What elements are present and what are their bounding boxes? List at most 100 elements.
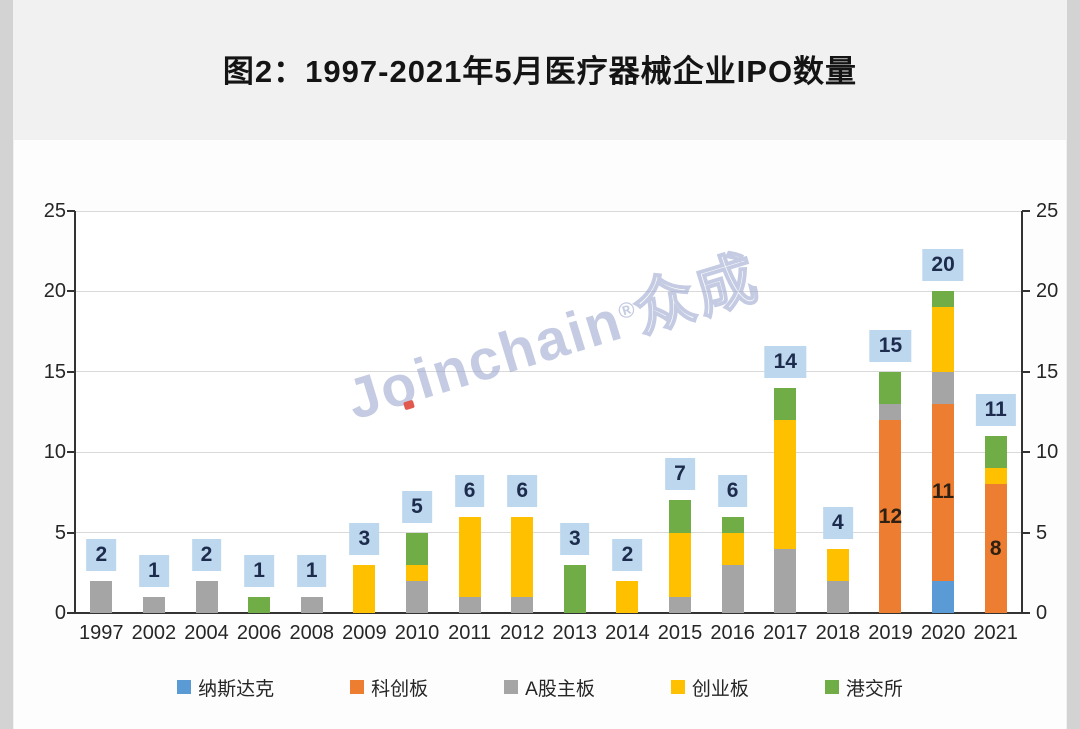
x-axis bbox=[74, 612, 1023, 614]
total-label-2010: 5 bbox=[402, 490, 432, 523]
x-axis-label-2010: 2010 bbox=[394, 622, 440, 644]
bar-2004-A股主板 bbox=[195, 580, 218, 613]
total-label-2004: 2 bbox=[191, 538, 222, 571]
bar-2010-港交所 bbox=[405, 532, 428, 565]
x-axis-label-2009: 2009 bbox=[342, 622, 387, 644]
bar-2021-创业板 bbox=[984, 468, 1007, 485]
y-axis-label-left-5: 5 bbox=[54, 521, 66, 544]
bar-2019-港交所 bbox=[879, 371, 902, 404]
x-axis-label-2019: 2019 bbox=[868, 622, 913, 644]
bar-2010-A股主板 bbox=[405, 580, 428, 613]
total-label-2021: 11 bbox=[975, 394, 1016, 427]
bar-2017-创业板 bbox=[774, 420, 797, 549]
legend-item-港交所: 港交所 bbox=[824, 674, 903, 701]
x-axis-label-2006: 2006 bbox=[236, 622, 282, 644]
bar-2021-港交所 bbox=[984, 436, 1007, 469]
y-tick-left-20 bbox=[67, 290, 75, 293]
total-label-2002: 1 bbox=[139, 554, 169, 587]
legend-item-纳斯达克: 纳斯达克 bbox=[177, 674, 274, 701]
gridline-10 bbox=[75, 451, 1022, 453]
total-label-2018: 4 bbox=[823, 506, 853, 539]
y-tick-left-10 bbox=[67, 451, 75, 454]
x-axis-label-2020: 2020 bbox=[920, 622, 966, 644]
gridline-25 bbox=[75, 210, 1022, 212]
legend-label: 创业板 bbox=[691, 678, 749, 700]
y-tick-right-5 bbox=[1022, 531, 1030, 534]
y-axis-right bbox=[1021, 211, 1023, 614]
bar-2017-港交所 bbox=[774, 387, 797, 421]
y-tick-right-25 bbox=[1022, 210, 1030, 212]
bar-2019-科创板 bbox=[879, 420, 902, 613]
bar-2012-创业板 bbox=[511, 516, 534, 597]
bar-2015-港交所 bbox=[669, 500, 692, 533]
bar-2008-A股主板 bbox=[300, 596, 323, 613]
total-label-2016: 6 bbox=[717, 474, 748, 507]
legend-label: 港交所 bbox=[845, 678, 903, 700]
total-label-2017: 14 bbox=[764, 345, 806, 378]
x-axis-label-2011: 2011 bbox=[448, 622, 492, 644]
y-tick-left-15 bbox=[67, 370, 75, 373]
figure-title: 图2：1997-2021年5月医疗器械企业IPO数量 bbox=[222, 54, 858, 89]
bar-2006-港交所 bbox=[248, 596, 271, 613]
x-axis-label-2013: 2013 bbox=[552, 622, 598, 644]
right-margin-strip bbox=[1067, 0, 1080, 729]
x-axis-label-2017: 2017 bbox=[763, 622, 808, 644]
x-axis-label-2012: 2012 bbox=[499, 622, 545, 644]
bar-2019-A股主板 bbox=[879, 403, 902, 421]
bar-2015-创业板 bbox=[669, 532, 692, 597]
bar-2018-创业板 bbox=[826, 548, 849, 581]
y-axis-label-left-25: 25 bbox=[43, 200, 66, 222]
total-label-2015: 7 bbox=[665, 458, 695, 491]
gridline-15 bbox=[75, 371, 1022, 373]
x-axis-label-2021: 2021 bbox=[973, 622, 1018, 644]
y-axis-label-right-25: 25 bbox=[1036, 200, 1059, 222]
bar-2020-科创板 bbox=[932, 403, 955, 581]
x-axis-label-2008: 2008 bbox=[289, 622, 335, 644]
legend-swatch-icon bbox=[350, 680, 365, 694]
x-axis-label-2016: 2016 bbox=[710, 622, 755, 644]
bar-2012-A股主板 bbox=[511, 596, 534, 613]
gridline-5 bbox=[75, 532, 1022, 534]
y-tick-right-20 bbox=[1022, 290, 1030, 293]
bar-1997-A股主板 bbox=[90, 580, 113, 613]
bar-2013-港交所 bbox=[563, 564, 586, 613]
bar-2016-港交所 bbox=[721, 516, 744, 533]
y-axis-label-right-5: 5 bbox=[1036, 521, 1048, 544]
bar-2015-A股主板 bbox=[669, 596, 692, 613]
x-axis-label-2015: 2015 bbox=[657, 622, 703, 644]
total-label-1997: 2 bbox=[86, 538, 117, 571]
legend-swatch-icon bbox=[824, 680, 839, 694]
y-tick-left-0 bbox=[67, 612, 75, 614]
legend-item-A股主板: A股主板 bbox=[504, 674, 595, 701]
bar-2009-创业板 bbox=[353, 564, 376, 613]
gridline-20 bbox=[75, 290, 1022, 292]
legend-label: 纳斯达克 bbox=[198, 678, 275, 700]
bar-2020-港交所 bbox=[932, 291, 955, 308]
bar-2018-A股主板 bbox=[826, 580, 849, 613]
y-tick-left-25 bbox=[67, 210, 75, 212]
left-margin-strip bbox=[0, 0, 13, 729]
y-axis-label-left-15: 15 bbox=[43, 360, 66, 383]
x-axis-label-2002: 2002 bbox=[131, 622, 177, 644]
bar-2002-A股主板 bbox=[142, 596, 165, 613]
total-label-2011: 6 bbox=[454, 474, 485, 507]
total-label-2014: 2 bbox=[612, 538, 643, 571]
segment-label-2021: 8 bbox=[989, 536, 1002, 560]
bar-2016-A股主板 bbox=[721, 564, 744, 613]
total-label-2019: 15 bbox=[869, 329, 912, 362]
total-label-2008: 1 bbox=[296, 554, 327, 587]
bar-2010-创业板 bbox=[405, 564, 428, 581]
y-axis-label-left-0: 0 bbox=[54, 602, 66, 624]
chart-legend: 纳斯达克 科创板 A股主板 创业板 港交所 bbox=[0, 672, 1080, 702]
total-label-2009: 3 bbox=[349, 522, 380, 555]
y-tick-left-5 bbox=[67, 531, 75, 534]
y-axis-label-right-20: 20 bbox=[1036, 280, 1059, 303]
legend-label: A股主板 bbox=[525, 678, 595, 700]
x-axis-label-2018: 2018 bbox=[815, 622, 861, 644]
legend-item-科创板: 科创板 bbox=[350, 674, 428, 701]
bar-2014-创业板 bbox=[616, 580, 639, 613]
legend-swatch-icon bbox=[670, 680, 685, 694]
bar-2021-科创板 bbox=[984, 484, 1007, 613]
y-axis-left bbox=[74, 211, 76, 614]
